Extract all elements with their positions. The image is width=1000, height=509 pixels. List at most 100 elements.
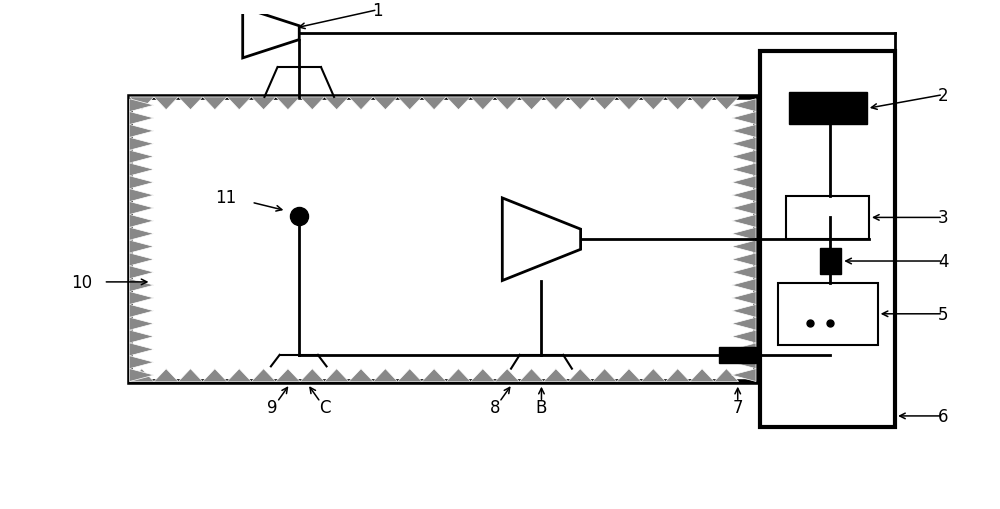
Polygon shape [732, 100, 756, 112]
Polygon shape [422, 98, 446, 110]
Polygon shape [300, 98, 324, 110]
Bar [760, 52, 895, 428]
Bar [820, 249, 841, 274]
Polygon shape [732, 369, 756, 382]
Polygon shape [690, 369, 714, 382]
Polygon shape [276, 369, 300, 382]
Polygon shape [154, 369, 178, 382]
Polygon shape [641, 98, 666, 110]
Text: 8: 8 [490, 398, 500, 416]
Polygon shape [732, 138, 756, 151]
Polygon shape [495, 369, 519, 382]
Polygon shape [130, 292, 154, 305]
Polygon shape [130, 266, 154, 279]
Polygon shape [130, 151, 154, 164]
Polygon shape [732, 228, 756, 241]
Polygon shape [666, 369, 690, 382]
Polygon shape [130, 202, 154, 215]
Polygon shape [276, 98, 300, 110]
Polygon shape [203, 369, 227, 382]
Polygon shape [154, 98, 178, 110]
Polygon shape [446, 369, 471, 382]
Polygon shape [130, 253, 154, 266]
Polygon shape [544, 98, 568, 110]
Polygon shape [130, 343, 154, 356]
Polygon shape [227, 98, 251, 110]
Polygon shape [592, 98, 617, 110]
Polygon shape [349, 98, 373, 110]
Polygon shape [130, 125, 154, 138]
Polygon shape [617, 98, 641, 110]
Polygon shape [714, 369, 739, 382]
Bar [130, 98, 756, 382]
Polygon shape [732, 356, 756, 369]
Polygon shape [732, 202, 756, 215]
Polygon shape [373, 369, 398, 382]
Polygon shape [732, 318, 756, 330]
Polygon shape [732, 112, 756, 125]
Polygon shape [732, 253, 756, 266]
Text: 3: 3 [938, 209, 948, 227]
Text: B: B [536, 398, 547, 416]
Polygon shape [495, 98, 519, 110]
Polygon shape [732, 343, 756, 356]
Polygon shape [732, 305, 756, 318]
Bar [778, 283, 878, 345]
Polygon shape [519, 98, 544, 110]
Polygon shape [130, 215, 154, 228]
Bar [719, 347, 756, 363]
Polygon shape [690, 98, 714, 110]
Polygon shape [446, 98, 471, 110]
Text: 2: 2 [938, 87, 948, 104]
Polygon shape [130, 164, 154, 177]
Polygon shape [568, 98, 592, 110]
Polygon shape [130, 138, 154, 151]
Polygon shape [732, 151, 756, 164]
Polygon shape [130, 100, 154, 112]
Polygon shape [243, 8, 299, 59]
Polygon shape [398, 369, 422, 382]
Polygon shape [130, 369, 154, 382]
Text: 4: 4 [938, 252, 948, 270]
Polygon shape [732, 266, 756, 279]
Polygon shape [732, 279, 756, 292]
Polygon shape [732, 125, 756, 138]
Bar [789, 93, 867, 125]
Polygon shape [568, 369, 592, 382]
Polygon shape [203, 98, 227, 110]
Polygon shape [714, 98, 739, 110]
Polygon shape [641, 369, 666, 382]
Polygon shape [324, 369, 349, 382]
Polygon shape [519, 369, 544, 382]
Polygon shape [422, 369, 446, 382]
Polygon shape [130, 356, 154, 369]
Polygon shape [617, 369, 641, 382]
Polygon shape [251, 369, 276, 382]
Polygon shape [178, 369, 203, 382]
Polygon shape [130, 228, 154, 241]
Polygon shape [130, 241, 154, 253]
Polygon shape [471, 369, 495, 382]
Polygon shape [130, 189, 154, 202]
Text: 9: 9 [267, 398, 278, 416]
Polygon shape [732, 164, 756, 177]
Polygon shape [502, 199, 581, 281]
Polygon shape [544, 369, 568, 382]
Polygon shape [592, 369, 617, 382]
Polygon shape [732, 330, 756, 343]
Polygon shape [471, 98, 495, 110]
Polygon shape [373, 98, 398, 110]
Polygon shape [130, 318, 154, 330]
Polygon shape [130, 330, 154, 343]
Polygon shape [732, 292, 756, 305]
Polygon shape [130, 98, 154, 110]
Polygon shape [130, 112, 154, 125]
Polygon shape [130, 369, 154, 382]
Polygon shape [130, 177, 154, 189]
Polygon shape [251, 98, 276, 110]
Polygon shape [732, 177, 756, 189]
Polygon shape [732, 189, 756, 202]
Text: 7: 7 [732, 398, 743, 416]
Polygon shape [130, 279, 154, 292]
Polygon shape [178, 98, 203, 110]
